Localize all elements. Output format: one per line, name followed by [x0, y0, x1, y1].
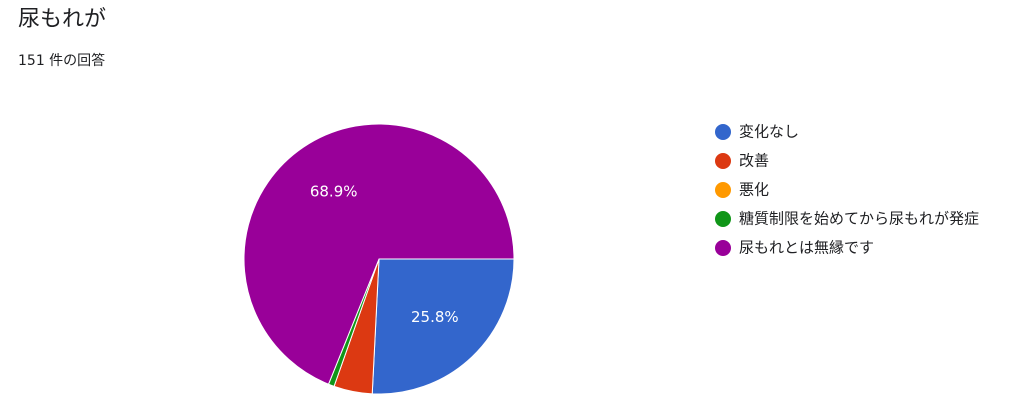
legend-marker	[715, 182, 731, 198]
pie-slice	[243, 123, 515, 385]
legend-label: 悪化	[739, 181, 769, 199]
legend-marker	[715, 153, 731, 169]
legend-label: 変化なし	[739, 123, 799, 141]
legend-label: 糖質制限を始めてから尿もれが発症	[739, 210, 979, 228]
legend-label: 尿もれとは無縁です	[739, 239, 874, 257]
data-label: 68.9%	[310, 182, 358, 200]
legend-marker	[715, 240, 731, 256]
chart-subtitle: 151 件の回答	[18, 52, 105, 69]
pie-slice	[371, 258, 515, 395]
legend-label: 改善	[739, 152, 769, 170]
chart-title: 尿もれが	[18, 7, 106, 32]
legend-marker	[715, 124, 731, 140]
legend-marker	[715, 211, 731, 227]
data-label: 25.8%	[411, 308, 459, 326]
